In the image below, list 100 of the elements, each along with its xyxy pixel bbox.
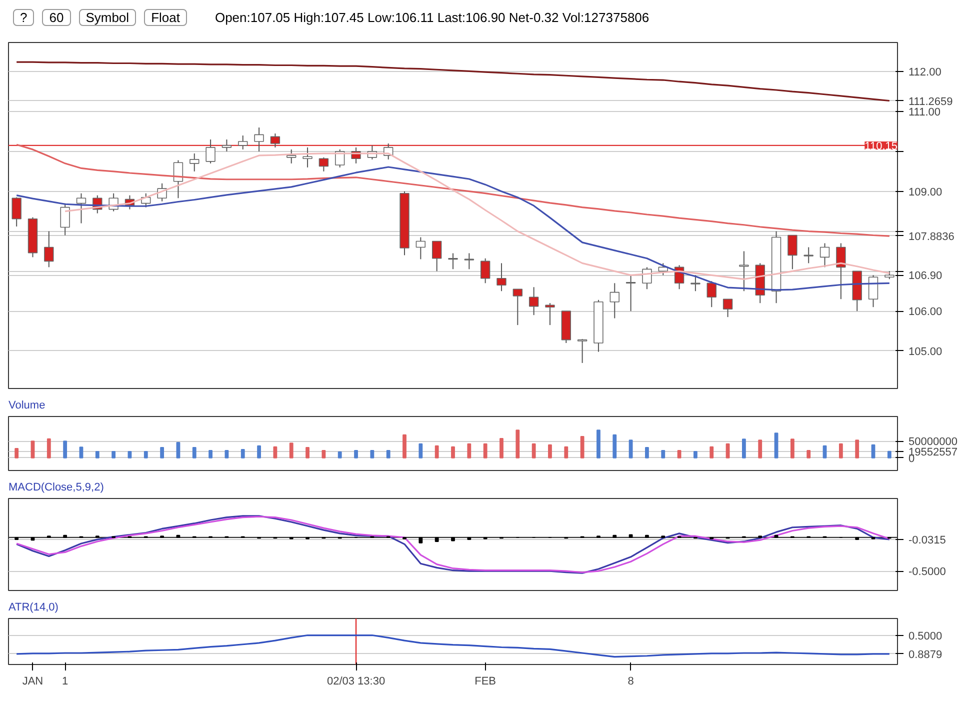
candlestick <box>706 280 716 308</box>
chart-title: ATR(14,0) <box>8 602 58 614</box>
candlestick <box>480 258 490 284</box>
bar <box>208 450 212 458</box>
bar <box>822 445 827 458</box>
bar <box>144 451 148 458</box>
bar <box>758 440 762 458</box>
candlestick <box>190 152 200 172</box>
candlestick <box>254 127 264 152</box>
y-tick-label: 111.00 <box>908 106 941 119</box>
candlestick <box>44 230 54 268</box>
y-tick-label: -0.0315 <box>908 534 946 547</box>
bar <box>887 450 892 458</box>
candlestick <box>60 202 70 236</box>
bar <box>192 447 196 458</box>
text: Symbol <box>78 9 136 26</box>
bar <box>855 440 860 458</box>
bar <box>63 440 68 458</box>
candlestick <box>690 274 700 292</box>
bar <box>628 440 633 458</box>
candlestick <box>626 274 636 312</box>
candlestick <box>206 138 216 164</box>
bar <box>306 447 310 458</box>
bar <box>516 430 520 458</box>
chart-title: Open:107.05 High:107.45 Low:106.11 Last:106.90 Net-0.32 Vol:127375806 <box>214 10 650 25</box>
bar <box>532 443 536 458</box>
candlestick <box>722 298 733 318</box>
candlestick <box>173 160 184 199</box>
bar <box>548 444 552 458</box>
line-series <box>16 634 890 658</box>
bar <box>871 444 876 458</box>
bar <box>612 434 617 458</box>
chart-title: MACD(Close,5,9,2) <box>8 482 104 494</box>
bar <box>257 445 261 458</box>
candlestick <box>302 146 312 168</box>
bar <box>838 443 843 458</box>
y-tick-label: -0.5000 <box>908 566 946 578</box>
candlestick <box>577 338 588 364</box>
y-tick-label: 105.00 <box>908 346 942 358</box>
y-tick-label: 112.00 <box>908 66 942 79</box>
x-tick-label: 02/03 13:30 <box>326 676 386 688</box>
bar <box>322 450 326 458</box>
candlestick <box>788 234 798 270</box>
bar <box>451 446 455 458</box>
bar <box>386 450 390 458</box>
y-tick-label: 106.90 <box>908 270 942 282</box>
bar <box>46 438 51 458</box>
candlestick <box>448 252 458 270</box>
chart-title: Volume <box>8 400 46 412</box>
candlestick <box>222 138 232 152</box>
candlestick <box>416 236 426 260</box>
bar <box>224 450 229 458</box>
bar <box>402 434 406 458</box>
bar <box>354 450 358 458</box>
candlestick <box>836 242 846 300</box>
y-tick-label: 111.2659 <box>908 96 953 108</box>
bar <box>661 450 666 458</box>
candlestick <box>610 282 620 319</box>
candlestick <box>868 274 878 308</box>
bar <box>694 451 698 458</box>
y-tick-label: 0.8879 <box>908 648 942 661</box>
bar <box>128 451 132 458</box>
candlestick <box>432 240 442 272</box>
x-tick-label: FEB <box>474 676 496 688</box>
bar <box>273 446 278 458</box>
candlestick <box>496 262 506 292</box>
bar <box>176 442 180 458</box>
y-tick-label: 106.00 <box>908 306 942 318</box>
bar <box>240 449 245 458</box>
bar <box>645 447 649 458</box>
bar <box>160 447 164 458</box>
bar <box>467 443 472 458</box>
candlestick <box>512 288 522 326</box>
bar <box>434 445 439 458</box>
bar <box>289 442 294 458</box>
y-tick-label: 107.8836 <box>908 230 954 243</box>
bar <box>500 438 504 458</box>
x-tick-label: 8 <box>628 676 634 688</box>
candlestick <box>545 302 555 326</box>
bar <box>564 446 568 458</box>
bar <box>112 451 116 458</box>
line-series <box>16 61 890 102</box>
bar <box>742 438 746 458</box>
bar <box>710 446 714 458</box>
candlestick <box>270 132 280 148</box>
bar <box>677 450 682 458</box>
candlestick <box>464 252 474 270</box>
bar <box>483 443 488 458</box>
text: Float <box>144 9 187 26</box>
y-tick-label: 109.00 <box>908 186 942 198</box>
candlestick <box>528 286 539 316</box>
ref-line-label: 110.15 <box>864 140 898 152</box>
text: ? <box>13 9 34 26</box>
candlestick <box>76 192 86 224</box>
y-tick-label: 50000000 <box>908 436 958 448</box>
bar <box>580 436 584 458</box>
bar <box>596 430 600 458</box>
text: 60 <box>42 9 71 26</box>
candlestick <box>804 246 814 264</box>
bar <box>806 450 811 458</box>
